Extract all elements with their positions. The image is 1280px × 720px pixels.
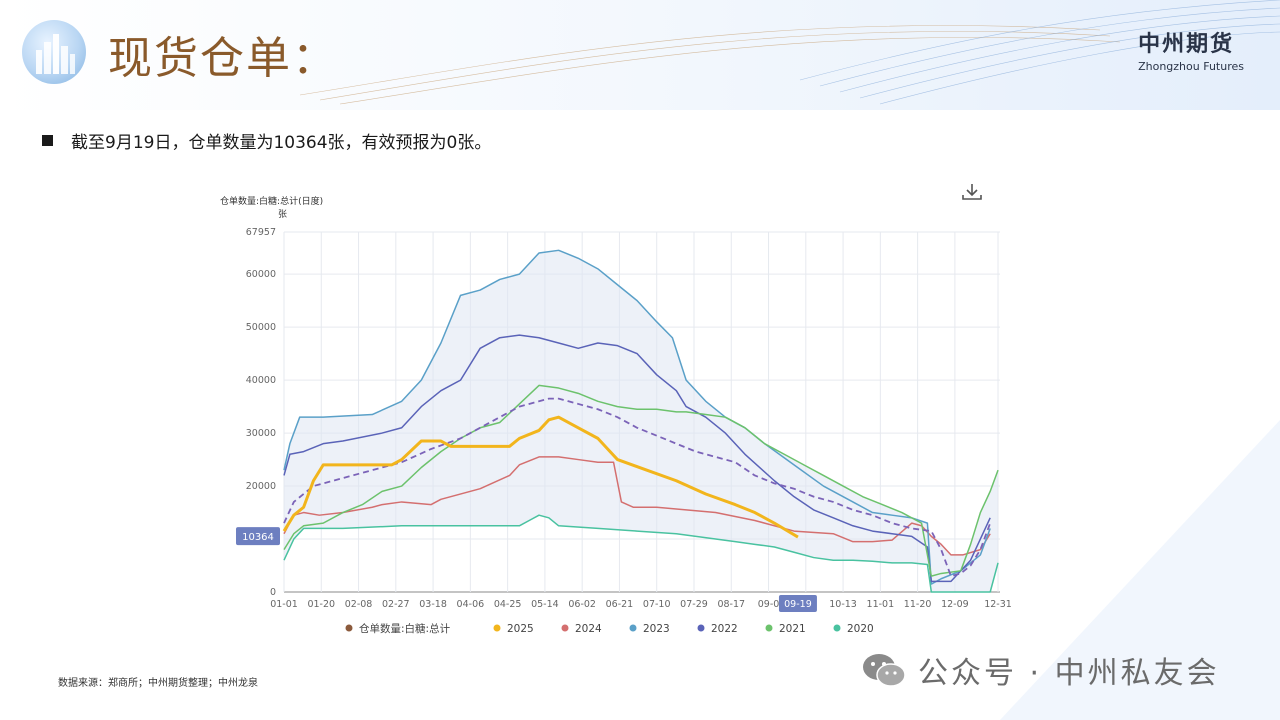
header: 现货仓单： 中州期货 Zhongzhou Futures <box>0 0 1280 100</box>
legend-marker <box>833 624 841 632</box>
x-tick-label: 08-17 <box>717 599 745 610</box>
y-tick-label: 60000 <box>246 269 276 280</box>
x-tick-label: 06-21 <box>606 599 634 610</box>
summary-bullet: 截至9月19日，仓单数量为10364张，有效预报为0张。 <box>42 128 491 153</box>
x-tick-label: 07-10 <box>643 599 671 610</box>
legend-label: 2020 <box>847 623 874 635</box>
brand-name-cn: 中州期货 <box>1138 32 1235 57</box>
chart-panel: 仓单数量:白糖:总计(日度) 张 0 20000 30000 40000 50000 60… <box>202 172 1032 640</box>
bullet-square-icon <box>42 135 53 146</box>
y-tick-label: 50000 <box>246 322 276 333</box>
series-line-2022 <box>283 334 991 583</box>
wechat-watermark: 公众号 · 中州私友会 <box>860 648 1220 692</box>
legend-label: 2025 <box>507 623 534 635</box>
x-tick-label: 11-20 <box>904 599 932 610</box>
series-line-2025 <box>282 415 799 539</box>
x-tick-label: 12-31 <box>984 599 1012 610</box>
chart-y-unit: 张 <box>278 209 287 220</box>
wechat-account-text: 公众号 · 中州私友会 <box>918 656 1220 691</box>
legend-label: 2022 <box>711 623 738 635</box>
x-tick-label: 07-29 <box>680 599 708 610</box>
legend-label: 仓单数量:白糖:总计 <box>359 622 451 635</box>
range-band <box>284 250 999 592</box>
x-tick-label: 01-01 <box>270 599 298 610</box>
current-value-label: 10364 <box>242 532 274 543</box>
y-tick-label: 30000 <box>246 428 276 439</box>
legend-marker <box>629 624 637 632</box>
current-date-label: 09-19 <box>784 599 812 610</box>
series-line-2020 <box>283 514 999 593</box>
download-icon[interactable] <box>962 184 982 200</box>
x-tick-label: 11-01 <box>867 599 895 610</box>
data-source-note: 数据来源：郑商所；中州期货整理；中州龙泉 <box>58 678 258 689</box>
city-skyline-icon <box>22 20 86 84</box>
x-tick-label: 02-27 <box>382 599 410 610</box>
warehouse-receipt-chart: 仓单数量:白糖:总计(日度) 张 0 20000 30000 40000 50000 60… <box>220 184 1012 635</box>
legend-marker <box>561 624 569 632</box>
legend-marker <box>697 624 705 632</box>
x-tick-label: 09-0 <box>758 599 780 610</box>
x-tick-label: 05-14 <box>531 599 559 610</box>
chart-title: 仓单数量:白糖:总计(日度) <box>220 195 323 207</box>
series-line-avg <box>283 397 992 578</box>
legend-marker <box>765 624 773 632</box>
x-tick-label: 01-20 <box>307 599 335 610</box>
wechat-icon <box>863 654 906 687</box>
legend-label: 2024 <box>575 623 602 635</box>
legend-marker <box>493 624 501 632</box>
legend-label: 2021 <box>779 623 806 635</box>
x-tick-label: 12-09 <box>941 599 969 610</box>
x-tick-label: 02-08 <box>345 599 373 610</box>
y-tick-label: 0 <box>270 587 276 598</box>
series-line-2021 <box>283 384 999 577</box>
brand-logo: 中州期货 Zhongzhou Futures <box>1138 26 1244 73</box>
x-tick-label: 10-13 <box>829 599 857 610</box>
y-tick-label: 40000 <box>246 375 276 386</box>
x-tick-label: 04-25 <box>494 599 522 610</box>
x-tick-label: 03-18 <box>419 599 447 610</box>
x-tick-label: 06-02 <box>568 599 596 610</box>
legend-marker <box>345 624 353 632</box>
legend-label: 2023 <box>643 623 670 635</box>
y-tick-label: 67957 <box>246 227 276 238</box>
current-date-badge <box>778 595 817 612</box>
y-tick-label: 20000 <box>246 481 276 492</box>
x-tick-label: 04-06 <box>457 599 485 610</box>
summary-text: 截至9月19日，仓单数量为10364张，有效预报为0张。 <box>71 133 492 153</box>
page-title: 现货仓单： <box>108 33 338 84</box>
current-value-badge <box>236 527 280 546</box>
brand-name-en: Zhongzhou Futures <box>1138 60 1244 73</box>
